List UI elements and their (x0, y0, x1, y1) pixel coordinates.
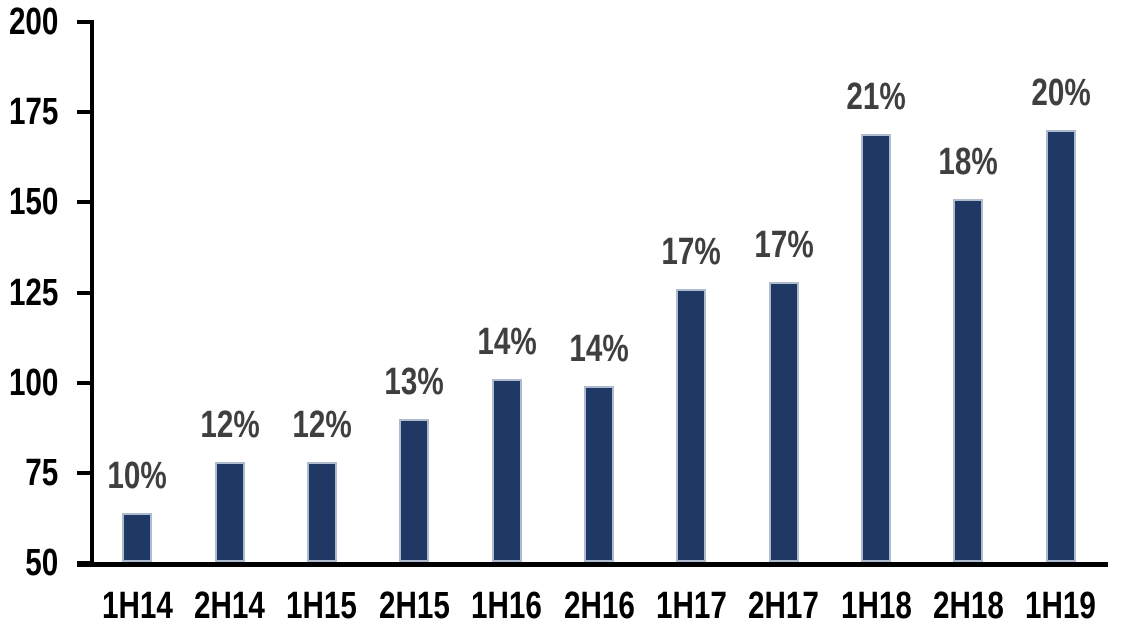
y-tick-label: 175 (8, 91, 58, 134)
bar (861, 133, 892, 562)
x-tick-label: 1H16 (471, 585, 543, 627)
bar-value-label: 20% (1031, 72, 1091, 115)
y-tick-label: 150 (8, 181, 58, 224)
y-tick-label: 75 (25, 451, 58, 494)
bar-value-label: 14% (569, 328, 629, 371)
bar (768, 281, 799, 562)
x-tick-label: 1H17 (655, 585, 727, 627)
bar-value-label: 14% (476, 321, 537, 364)
y-tick-mark (77, 110, 92, 115)
bar-value-label: 21% (846, 75, 906, 118)
x-tick-label: 2H15 (378, 585, 450, 627)
bar (676, 288, 707, 562)
x-tick-label: 1H14 (101, 585, 173, 627)
x-tick-label: 2H16 (563, 585, 635, 627)
x-tick-label: 2H17 (748, 585, 820, 627)
bar-value-label: 17% (754, 223, 814, 266)
bar (399, 418, 430, 562)
bar-value-label: 17% (661, 230, 722, 273)
y-tick-mark (77, 290, 92, 295)
x-tick-label: 1H19 (1025, 585, 1097, 627)
bar (584, 386, 614, 562)
y-tick-mark (77, 200, 92, 205)
bar (214, 462, 245, 562)
x-tick-label: 1H18 (840, 585, 912, 627)
y-tick-label: 125 (8, 271, 58, 314)
bar (1045, 130, 1076, 562)
x-tick-label: 2H18 (933, 585, 1004, 627)
bar-value-label: 12% (199, 404, 260, 446)
y-tick-label: 50 (25, 542, 58, 584)
y-tick-mark (77, 470, 92, 475)
y-tick-label: 200 (8, 1, 58, 43)
bar (122, 512, 153, 562)
bar-value-label: 10% (107, 454, 167, 497)
y-axis-line (90, 20, 94, 567)
bar (491, 379, 522, 562)
x-axis-line (77, 562, 1108, 567)
y-tick-label: 100 (8, 361, 58, 404)
bar-value-label: 12% (292, 404, 352, 446)
bar-value-label: 18% (938, 140, 999, 183)
bar-value-label: 13% (384, 360, 444, 403)
x-tick-label: 1H15 (286, 585, 358, 627)
y-tick-mark (77, 380, 92, 385)
x-tick-label: 2H14 (194, 585, 265, 627)
bar (953, 198, 984, 562)
bar (306, 462, 337, 562)
y-tick-mark (77, 20, 92, 24)
